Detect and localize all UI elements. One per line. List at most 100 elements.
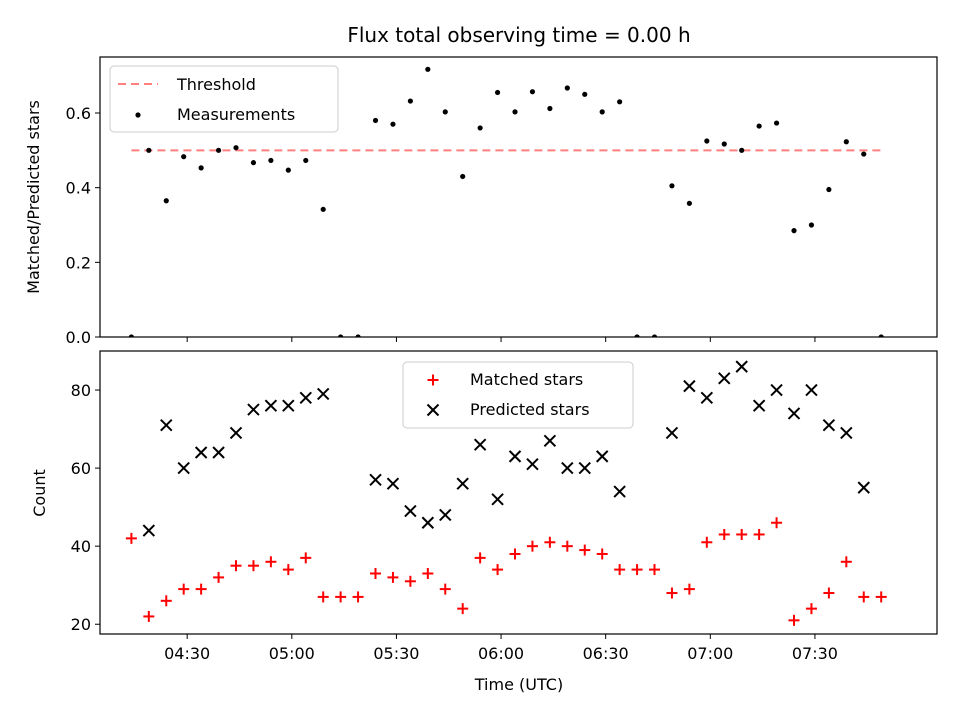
measurement-point [529, 89, 536, 95]
predicted-star-point [194, 446, 208, 459]
matched-star-point [683, 583, 695, 595]
predicted-star-point [439, 508, 452, 522]
measurement-point [704, 138, 710, 144]
top-plot-area [128, 66, 884, 337]
predicted-star-point [491, 493, 504, 506]
top-axes-frame [99, 56, 938, 338]
predicted-star-point [770, 383, 783, 397]
matched-star-point [230, 560, 242, 572]
matched-star-point [457, 603, 469, 615]
measurement-point [250, 160, 257, 166]
top-y-axis-label: Matched/Predicted stars [24, 100, 43, 294]
measurement-point [669, 183, 675, 189]
measurement-point [547, 105, 553, 112]
matched-star-point [561, 540, 573, 552]
x-tick-label: 07:00 [687, 644, 733, 663]
chart-title: Flux total observing time = 0.00 h [347, 23, 690, 47]
predicted-star-point [561, 461, 574, 475]
predicted-legend-marker [426, 403, 440, 417]
measurement-point [233, 145, 239, 151]
x-tick-label: 05:30 [373, 644, 419, 663]
predicted-star-point [282, 399, 295, 412]
matched-star-point [317, 591, 329, 603]
measurement-point [338, 334, 344, 337]
matched-star-point [579, 544, 591, 556]
predicted-star-point [421, 516, 435, 529]
predicted-star-point [456, 477, 469, 490]
bottom-axes-frame [99, 350, 938, 635]
predicted-star-point [718, 372, 731, 385]
predicted-star-point [578, 461, 591, 475]
measurement-point [843, 139, 849, 145]
top-legend: Threshold Measurements [109, 65, 339, 133]
predicted-star-point [595, 450, 609, 463]
predicted-star-point [735, 360, 748, 373]
matched-star-point [753, 528, 765, 540]
measurement-point [128, 334, 134, 337]
measurement-point [791, 228, 797, 234]
matched-star-point [649, 564, 661, 576]
matched-star-point [300, 552, 312, 564]
measurement-point [582, 91, 588, 97]
x-tick-label: 07:30 [792, 644, 838, 663]
measurement-point [878, 334, 884, 337]
measurement-point [808, 222, 815, 228]
measurement-point [686, 200, 692, 206]
x-tick-label: 06:00 [478, 644, 524, 663]
x-tick-label: 04:30 [164, 644, 210, 663]
x-axis-label: Time (UTC) [474, 675, 563, 694]
ratio-panel: Flux total observing time = 0.00 h Match… [24, 23, 938, 347]
measurements-series [128, 66, 884, 337]
top-y-tick-label: 0.0 [66, 328, 91, 347]
bottom-legend: Matched stars Predicted stars [402, 361, 634, 429]
matched-star-point [178, 583, 190, 595]
matched-star-point [614, 564, 626, 576]
measurement-point [564, 85, 570, 91]
measurement-point [146, 147, 152, 153]
matched-star-point [143, 610, 155, 622]
measurement-point [512, 109, 518, 115]
measurement-point [425, 66, 431, 72]
matched-star-point [858, 591, 870, 603]
predicted-star-point [473, 438, 487, 451]
count-panel: Count Time (UTC) 04:30 05:00 05:30 06:00 06:… [30, 350, 938, 694]
measurement-point [303, 157, 309, 164]
measurement-point [617, 99, 623, 105]
predicted-star-point [508, 450, 522, 463]
x-tick-label: 05:00 [269, 644, 315, 663]
predicted-star-point [247, 403, 260, 416]
predicted-star-point [386, 477, 400, 490]
bottom-y-tick-label: 20 [71, 615, 91, 634]
measurement-point [320, 206, 326, 212]
matched-star-point [771, 517, 783, 529]
predicted-legend-glyph [426, 403, 440, 417]
measurement-point [494, 89, 501, 96]
predicted-star-point [700, 391, 714, 405]
predicted-star-point [142, 524, 156, 537]
measurement-point [599, 109, 605, 115]
measurement-point [756, 123, 762, 129]
matched-star-point [823, 587, 835, 599]
matched-star-point [736, 528, 748, 540]
matched-star-point [718, 528, 730, 540]
x-tick-label: 06:30 [583, 644, 629, 663]
predicted-star-point [264, 399, 278, 412]
measurement-point [634, 334, 640, 337]
matched-star-point [160, 595, 172, 607]
bottom-axis-ticks: 04:30 05:00 05:30 06:00 06:30 07:00 07:30 20 40 6… [71, 381, 838, 663]
matched-star-point [282, 564, 294, 576]
top-legend-box [109, 65, 339, 133]
matched-legend-glyph [427, 374, 439, 386]
matched-star-point [509, 548, 521, 560]
measurement-point [460, 173, 466, 180]
predicted-stars-series [142, 360, 870, 537]
predicted-star-point [822, 418, 836, 432]
matched-star-point [195, 583, 207, 595]
top-axis-ticks: 0.0 0.2 0.4 0.6 [66, 104, 816, 347]
matched-legend-label: Matched stars [470, 370, 583, 389]
matched-star-point [404, 575, 416, 587]
measurement-point [407, 98, 413, 104]
matched-star-point [370, 567, 382, 579]
bottom-y-axis-label: Count [30, 469, 49, 517]
